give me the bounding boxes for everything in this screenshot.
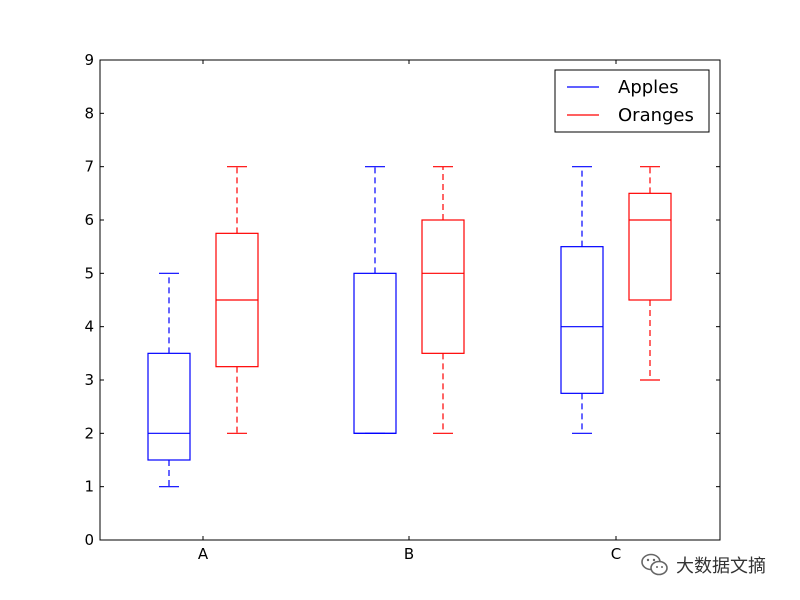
box-iqr [421,219,465,354]
box-layer [147,166,672,488]
legend-label-apples: Apples [618,77,679,98]
watermark-text: 大数据文摘 [676,556,766,577]
x-tick-label: C [611,545,621,563]
legend-frame [554,69,710,133]
y-tick-label: 1 [84,478,94,496]
box-iqr [560,246,604,394]
box-apples-A [147,272,191,488]
y-tick-label: 4 [84,318,94,336]
watermark: 大数据文摘 [640,552,766,578]
y-tick-label: 8 [84,104,94,122]
box-apples-B [353,166,397,434]
plot-frame [99,59,721,541]
y-tick-label: 9 [84,51,94,69]
x-tick-label: B [404,545,414,563]
x-tick-label: A [198,545,209,563]
y-axis: 0 1 2 3 4 5 6 7 8 9 [84,51,720,549]
y-tick-label: 5 [84,264,94,282]
box-iqr [147,352,191,461]
y-tick-label: 3 [84,371,94,389]
legend: Apples Oranges [554,69,710,133]
y-tick-label: 0 [84,531,94,549]
box-oranges-A [215,166,259,434]
box-apples-C [560,166,604,434]
y-tick-label: 7 [84,158,94,176]
y-tick-label: 6 [84,211,94,229]
box-oranges-C [628,166,672,381]
y-tick-label: 2 [84,424,94,442]
x-axis: A B C [198,60,621,563]
legend-label-oranges: Oranges [618,105,694,126]
box-iqr [628,192,672,301]
box-iqr [353,272,397,434]
wechat-icon [641,553,668,576]
box-oranges-B [421,166,465,434]
